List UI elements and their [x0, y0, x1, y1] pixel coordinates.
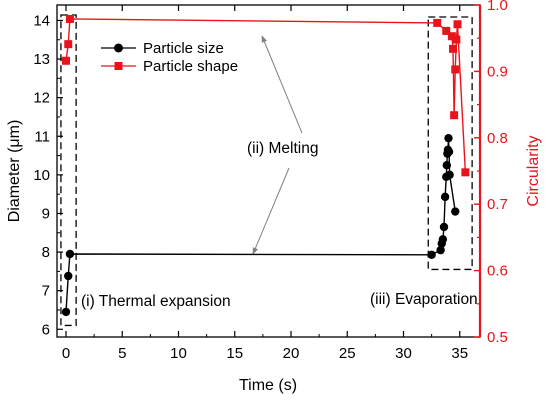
data-point-particle-shape	[453, 20, 462, 29]
data-point-particle-shape	[65, 14, 74, 23]
x-tick-label: 15	[226, 345, 243, 362]
left-tick-label: 6	[42, 321, 50, 338]
annotation-melting: (ii) Melting	[247, 140, 318, 157]
data-point-particle-size	[451, 207, 460, 216]
melting-arrow-up	[261, 35, 303, 134]
left-tick-label: 12	[33, 90, 50, 107]
legend: Particle size Particle shape	[101, 40, 238, 75]
right-axis-ticks: 0.5 0.6 0.7 0.8 0.9 1.0	[474, 0, 508, 346]
data-point-particle-size	[440, 192, 450, 202]
annotation-thermal-expansion: (i) Thermal expansion	[81, 293, 231, 310]
right-tick-label: 0.9	[487, 63, 508, 80]
left-tick-label: 10	[33, 167, 50, 184]
x-axis-ticks: 0 5 10 15 20 25 30 35	[62, 5, 468, 362]
plot-frame	[56, 4, 481, 338]
left-tick-label: 14	[33, 12, 50, 29]
data-point-particle-size	[444, 133, 453, 143]
data-point-particle-size	[438, 235, 448, 244]
x-tick-label: 20	[283, 345, 300, 362]
legend-label-particle-shape: Particle shape	[143, 58, 238, 75]
left-tick-label: 8	[42, 244, 50, 261]
data-point-particle-size	[442, 161, 452, 170]
data-point-particle-shape	[452, 35, 461, 44]
x-axis-title: Time (s)	[239, 377, 297, 394]
left-tick-label: 11	[34, 128, 50, 145]
data-point-particle-shape	[433, 18, 442, 27]
x-tick-label: 25	[339, 345, 356, 362]
data-point-particle-size	[427, 250, 436, 259]
right-tick-label: 1.0	[487, 0, 508, 14]
data-point-particle-shape	[64, 40, 73, 49]
data-point-particle-shape	[449, 44, 457, 53]
left-tick-label: 9	[42, 205, 50, 222]
data-point-particle-shape	[442, 26, 451, 35]
series-line-particle-size	[65, 138, 456, 312]
left-axis-title: Diameter (μm)	[6, 120, 23, 223]
x-tick-label: 30	[395, 345, 412, 362]
x-tick-label: 5	[118, 345, 126, 362]
data-point-particle-shape	[451, 65, 460, 74]
data-point-particle-size	[439, 222, 449, 232]
right-tick-label: 0.7	[487, 196, 508, 213]
phase-region-boxes	[60, 14, 473, 327]
data-point-particle-size	[445, 170, 454, 180]
legend-label-particle-size: Particle size	[143, 40, 224, 57]
right-tick-label: 0.8	[487, 130, 508, 147]
data-point-particle-shape	[62, 56, 70, 65]
legend-marker-particle-shape	[114, 62, 123, 70]
data-point-particle-size	[436, 245, 445, 255]
right-tick-label: 0.5	[487, 329, 508, 346]
right-tick-label: 0.6	[487, 263, 508, 280]
data-point-particle-shape	[450, 111, 459, 120]
evaporation-region-box	[427, 16, 473, 271]
data-point-particle-size	[65, 249, 75, 259]
x-tick-label: 0	[62, 345, 70, 362]
annotation-evaporation: (iii) Evaporation	[370, 291, 478, 308]
series-layer	[61, 14, 470, 317]
data-point-particle-size	[444, 147, 454, 156]
data-point-particle-shape	[461, 168, 470, 177]
left-tick-label: 13	[33, 51, 50, 68]
right-axis-title: Circularity	[525, 135, 542, 206]
data-point-particle-size	[64, 271, 73, 281]
left-axis-ticks: 6 7 8 9 10 11 12 13 14	[33, 12, 63, 338]
thermal-expansion-region-box	[60, 14, 77, 327]
melting-arrow-down	[252, 167, 290, 255]
x-tick-label: 10	[170, 345, 187, 362]
x-tick-label: 35	[451, 345, 468, 362]
legend-marker-particle-size	[114, 43, 123, 53]
data-point-particle-size	[61, 307, 71, 317]
data-point-particle-shape	[447, 32, 456, 41]
left-tick-label: 7	[42, 283, 50, 300]
